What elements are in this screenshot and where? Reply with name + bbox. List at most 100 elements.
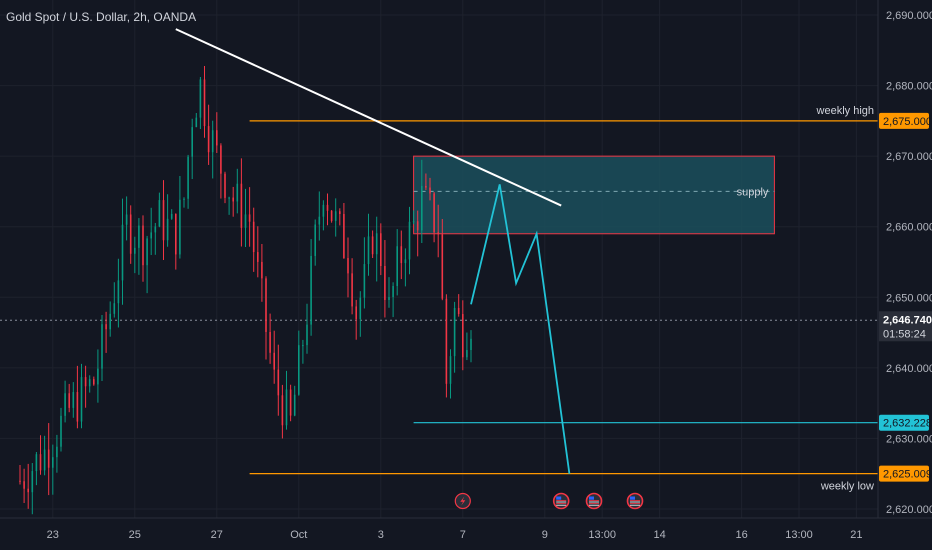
candle-body [367, 236, 370, 265]
candle-body [27, 488, 29, 493]
price-tick-label: 2,660.000 [886, 222, 932, 234]
candle-body [19, 480, 21, 482]
candle-body [47, 449, 50, 468]
candle-body [412, 221, 415, 223]
candle-body [457, 307, 460, 315]
symbol-title[interactable]: Gold Spot / U.S. Dollar, 2h, OANDA [6, 10, 197, 24]
candle-body [35, 454, 38, 472]
us-flag-icon[interactable] [585, 492, 603, 510]
candle-body [134, 247, 136, 254]
candle-body [425, 185, 427, 188]
candle-body [281, 395, 284, 426]
time-tick-label: 3 [378, 529, 384, 541]
candle-body [445, 298, 448, 384]
candle-body [261, 261, 263, 279]
candle-body [228, 197, 230, 199]
level-price-tag-2[interactable] [879, 465, 929, 482]
level-price-label-1: 2,632.228 [883, 418, 932, 430]
candle-body [183, 198, 185, 200]
candle-body [326, 204, 329, 211]
us-flag-icon-stripe [556, 500, 567, 501]
level-price-tag-1[interactable] [879, 414, 929, 431]
candle-body [125, 214, 128, 225]
candle-body [351, 273, 353, 307]
candle-body [355, 306, 357, 320]
candle-body [441, 234, 444, 299]
candle-body [101, 324, 103, 369]
candle-body [113, 303, 116, 314]
level-label-0: weekly high [816, 105, 874, 117]
candle-body [302, 345, 304, 347]
candle-body [97, 368, 99, 385]
price-axis[interactable]: 2,620.000 2,630.000 2,640.000 2,650.000 2,66… [877, 0, 932, 550]
lightning-icon[interactable] [454, 492, 471, 510]
candle-body [375, 233, 378, 255]
candle-body [43, 449, 46, 471]
candle-body [76, 392, 79, 422]
candle-body [380, 233, 382, 267]
level-price-tag-0[interactable] [879, 112, 929, 129]
supply-zone[interactable]: supply [413, 155, 775, 235]
us-flag-icon-stripe [589, 504, 599, 506]
candle-body [236, 183, 239, 202]
us-flag-icon[interactable] [626, 492, 644, 510]
candle-body [310, 255, 312, 325]
candle-body [244, 214, 247, 228]
candle-body [359, 297, 362, 320]
us-flag-icon-stripe [556, 504, 567, 506]
projection-path[interactable] [470, 184, 571, 474]
candle-body [240, 183, 243, 228]
current-price-tag[interactable] [879, 311, 932, 342]
candle-body [80, 377, 83, 422]
candle-body [252, 221, 255, 253]
time-tick-label: 13:00 [588, 529, 616, 541]
candle-body [453, 307, 456, 357]
candle-body [56, 446, 58, 458]
candle-body [68, 393, 70, 408]
us-flag-icon-stripe [630, 501, 640, 503]
candle-body [384, 266, 386, 301]
us-flag-icon-stripe [589, 503, 599, 504]
time-axis[interactable]: 23 25 27 Oct 3 7 9 13:00 14 16 13:00 21 [0, 517, 932, 550]
drawings[interactable] [175, 28, 571, 474]
candle-body [314, 224, 316, 256]
candle-body [220, 145, 222, 174]
level-label-2: weekly low [820, 481, 874, 493]
candle-body [121, 224, 124, 281]
candle-body [39, 454, 42, 471]
candle-body [23, 481, 25, 489]
candle-body [211, 130, 214, 153]
candle-body [187, 156, 189, 199]
us-flag-icon[interactable] [552, 492, 570, 510]
us-flag-icon-stripe [589, 501, 599, 503]
candle-body [170, 213, 173, 219]
price-tick-label: 2,680.000 [886, 81, 932, 93]
candle-body [199, 79, 202, 118]
price-tick-label: 2,640.000 [886, 363, 932, 375]
event-markers[interactable] [454, 492, 644, 510]
supply-zone-box[interactable] [413, 155, 775, 235]
candle-body [421, 185, 423, 231]
countdown-label: 01:58:24 [883, 328, 926, 340]
candle-body [285, 389, 288, 426]
price-axis-background [878, 0, 932, 550]
candle-body [216, 130, 218, 146]
candle-body [257, 252, 259, 262]
trendline[interactable] [175, 28, 562, 207]
candle-body [330, 210, 333, 221]
candle-body [129, 214, 132, 254]
candle-body [437, 232, 439, 235]
candle-body [371, 236, 374, 255]
candle-body [179, 199, 181, 255]
time-axis-background [0, 518, 932, 550]
price-levels[interactable]: weekly high weekly low [0, 105, 878, 493]
candle-body [449, 356, 452, 384]
candle-body [248, 214, 251, 222]
level-price-label-0: 2,675.000 [883, 116, 932, 128]
time-tick-label: 16 [735, 529, 747, 541]
candle-body [269, 331, 271, 353]
candle-body [154, 226, 157, 233]
time-tick-label: 27 [211, 529, 223, 541]
